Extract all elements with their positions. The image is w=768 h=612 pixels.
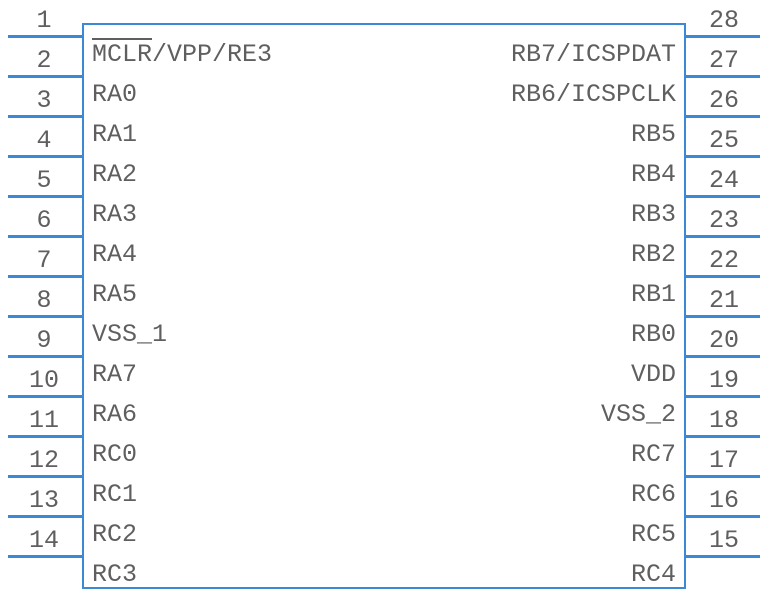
pin-lead: [686, 155, 760, 158]
pin-label: RA7: [92, 360, 137, 389]
pin-number: 28: [688, 6, 760, 35]
pin-lead: [8, 35, 82, 38]
pin-lead: [686, 75, 760, 78]
pin-label: RC5: [631, 520, 676, 549]
overline-bar: [92, 38, 152, 40]
pin-label: RB6/ICSPCLK: [511, 80, 676, 109]
pin-lead: [686, 475, 760, 478]
pin-lead: [8, 235, 82, 238]
pin-lead: [686, 195, 760, 198]
pin-number: 12: [8, 446, 80, 475]
pin-number: 8: [8, 286, 80, 315]
pin-label: VSS_2: [601, 400, 676, 429]
pin-number: 3: [8, 86, 80, 115]
pin-lead: [8, 75, 82, 78]
pin-number: 2: [8, 46, 80, 75]
pin-number: 1: [8, 6, 80, 35]
pin-lead: [8, 395, 82, 398]
pin-label: RB5: [631, 120, 676, 149]
pin-lead: [8, 515, 82, 518]
pin-label: RA2: [92, 160, 137, 189]
pin-lead: [686, 275, 760, 278]
pin-lead: [686, 35, 760, 38]
pin-label: VSS_1: [92, 320, 167, 349]
pin-lead: [8, 275, 82, 278]
pin-number: 15: [688, 526, 760, 555]
pin-label: RA1: [92, 120, 137, 149]
pin-label: RA3: [92, 200, 137, 229]
pin-label: RB1: [631, 280, 676, 309]
pin-label: RC3: [92, 560, 137, 589]
chip-pinout-diagram: 1 MCLR/VPP/RE3 2 RA0 3 RA1 4 RA2 5 RA3 6 RA4 7 RA5 8 VS…: [0, 0, 768, 612]
pin-number: 13: [8, 486, 80, 515]
pin-lead: [8, 435, 82, 438]
pin-label: RA4: [92, 240, 137, 269]
pin-label: RB7/ICSPDAT: [511, 40, 676, 69]
pin-label: MCLR/VPP/RE3: [92, 40, 272, 69]
pin-lead: [8, 155, 82, 158]
pin-number: 14: [8, 526, 80, 555]
pin-number: 22: [688, 246, 760, 275]
pin-number: 19: [688, 366, 760, 395]
pin-number: 25: [688, 126, 760, 155]
pin-number: 27: [688, 46, 760, 75]
pin-label: RA6: [92, 400, 137, 429]
pin-label: RC0: [92, 440, 137, 469]
pin-number: 24: [688, 166, 760, 195]
pin-lead: [686, 395, 760, 398]
pin-lead: [686, 515, 760, 518]
pin-label: RB3: [631, 200, 676, 229]
pin-number: 11: [8, 406, 80, 435]
pin-lead: [8, 195, 82, 198]
pin-number: 17: [688, 446, 760, 475]
pin-label: RC1: [92, 480, 137, 509]
pin-number: 6: [8, 206, 80, 235]
pin-lead: [686, 315, 760, 318]
pin-label: VDD: [631, 360, 676, 389]
pin-number: 18: [688, 406, 760, 435]
pin-lead: [8, 315, 82, 318]
pin-lead: [686, 555, 760, 558]
pin-number: 23: [688, 206, 760, 235]
pin-number: 21: [688, 286, 760, 315]
pin-number: 16: [688, 486, 760, 515]
pin-label: RC4: [631, 560, 676, 589]
pin-lead: [8, 475, 82, 478]
pin-lead: [686, 435, 760, 438]
pin-lead: [686, 355, 760, 358]
pin-lead: [8, 115, 82, 118]
pin-label: RB2: [631, 240, 676, 269]
pin-label: RA0: [92, 80, 137, 109]
pin-number: 4: [8, 126, 80, 155]
pin-label: RA5: [92, 280, 137, 309]
pin-label: RC2: [92, 520, 137, 549]
pin-label: RC7: [631, 440, 676, 469]
pin-label: RB4: [631, 160, 676, 189]
pin-lead: [686, 235, 760, 238]
pin-lead: [8, 555, 82, 558]
pin-label: RB0: [631, 320, 676, 349]
pin-number: 26: [688, 86, 760, 115]
pin-number: 7: [8, 246, 80, 275]
pin-lead: [8, 355, 82, 358]
pin-number: 5: [8, 166, 80, 195]
pin-number: 9: [8, 326, 80, 355]
pin-label: RC6: [631, 480, 676, 509]
pin-number: 10: [8, 366, 80, 395]
pin-lead: [686, 115, 760, 118]
pin-number: 20: [688, 326, 760, 355]
